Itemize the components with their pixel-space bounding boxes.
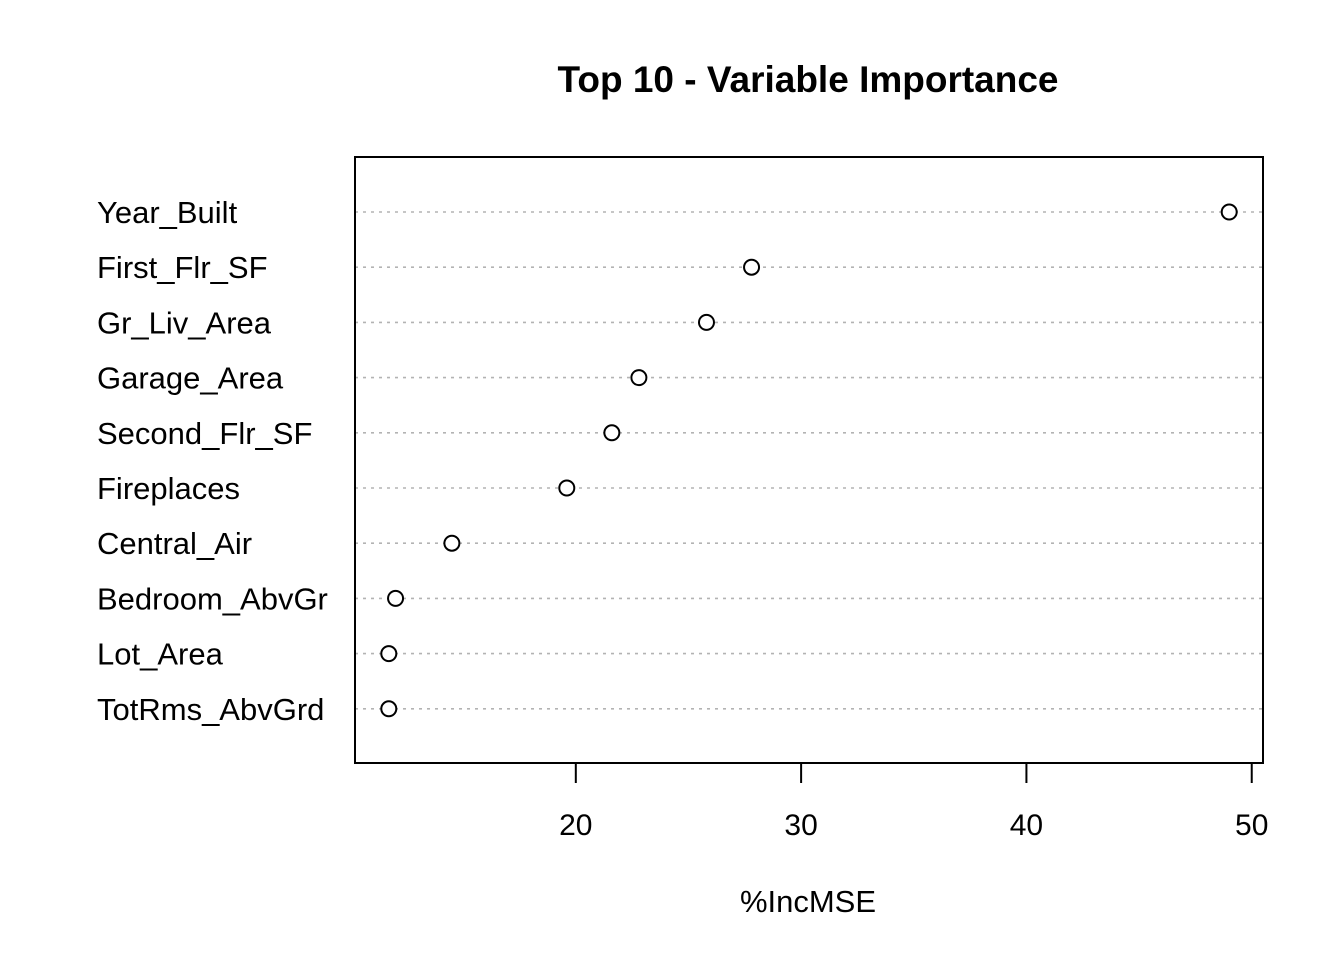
- data-point: [387, 589, 405, 607]
- plot-frame: [354, 156, 1264, 764]
- x-tick-label: 50: [1235, 809, 1268, 842]
- category-labels: Year_Built First_Flr_SF Gr_Liv_Area Garage_…: [97, 195, 328, 727]
- data-points: [380, 203, 1238, 718]
- category-label: Second_Flr_SF: [97, 416, 312, 451]
- category-label: Central_Air: [97, 526, 252, 561]
- x-tick-label: 30: [784, 809, 817, 842]
- category-label: Year_Built: [97, 195, 238, 230]
- category-label: First_Flr_SF: [97, 250, 268, 285]
- category-label: Garage_Area: [97, 361, 284, 396]
- data-point: [443, 534, 461, 552]
- data-point: [380, 645, 398, 663]
- category-label: TotRms_AbvGrd: [97, 692, 324, 727]
- x-axis-label: %IncMSE: [740, 884, 876, 919]
- category-label: Lot_Area: [97, 637, 224, 672]
- x-tick-label: 20: [559, 809, 592, 842]
- category-label: Gr_Liv_Area: [97, 305, 272, 340]
- category-label: Fireplaces: [97, 471, 240, 506]
- data-point: [1220, 203, 1238, 221]
- data-point: [380, 700, 398, 718]
- category-label: Bedroom_AbvGr: [97, 581, 328, 616]
- chart-title: Top 10 - Variable Importance: [557, 59, 1058, 100]
- data-point: [558, 479, 576, 497]
- data-point: [743, 258, 761, 276]
- data-point: [630, 369, 648, 387]
- data-point: [603, 424, 621, 442]
- x-tick-label: 40: [1010, 809, 1043, 842]
- grid-lines: [355, 211, 1263, 710]
- x-axis: 20 30 40 50: [559, 762, 1268, 842]
- data-point: [697, 313, 715, 331]
